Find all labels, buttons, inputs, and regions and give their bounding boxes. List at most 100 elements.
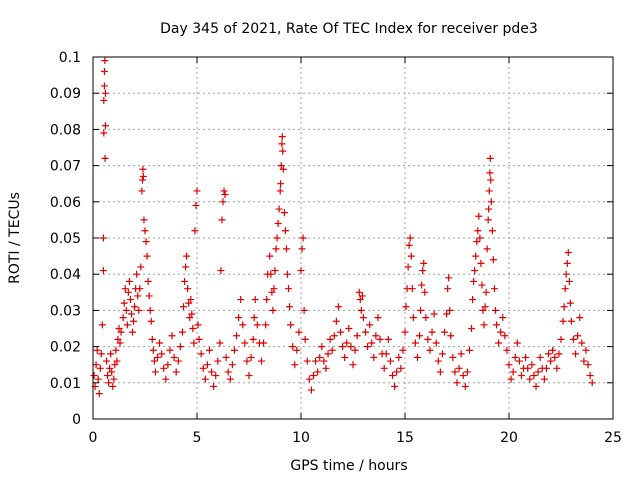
data-point xyxy=(359,314,367,322)
data-point xyxy=(291,361,299,369)
data-point xyxy=(469,296,477,304)
data-point xyxy=(278,140,286,148)
data-point xyxy=(562,270,570,278)
data-point xyxy=(395,353,403,361)
data-point xyxy=(214,357,222,365)
data-point xyxy=(136,285,144,293)
x-tick-label: 10 xyxy=(292,430,310,446)
data-point xyxy=(279,147,287,155)
data-point xyxy=(101,122,109,130)
y-tick-label: 0.02 xyxy=(50,340,81,356)
data-point xyxy=(409,314,417,322)
data-point xyxy=(447,332,455,340)
data-point xyxy=(337,328,345,336)
data-point xyxy=(399,346,407,354)
data-point xyxy=(551,353,559,361)
data-point xyxy=(566,299,574,307)
data-point xyxy=(274,220,282,228)
data-point xyxy=(253,321,261,329)
data-point xyxy=(191,227,199,235)
x-tick-label: 20 xyxy=(500,430,518,446)
data-point xyxy=(370,353,378,361)
data-point xyxy=(97,350,105,358)
data-point xyxy=(178,328,186,336)
data-point xyxy=(560,303,568,311)
y-tick-label: 0.09 xyxy=(50,86,81,102)
data-point xyxy=(101,154,109,162)
data-point xyxy=(293,346,301,354)
data-point xyxy=(493,321,501,329)
data-point xyxy=(257,357,265,365)
data-point xyxy=(432,339,440,347)
data-point xyxy=(517,372,525,380)
data-point xyxy=(235,314,243,322)
data-point xyxy=(353,332,361,340)
x-axis-label: GPS time / hours xyxy=(290,458,407,474)
data-point xyxy=(436,368,444,376)
data-point xyxy=(205,346,213,354)
data-point xyxy=(547,357,555,365)
data-point xyxy=(127,310,135,318)
data-point xyxy=(93,346,101,354)
data-point xyxy=(499,314,507,322)
data-point xyxy=(108,368,116,376)
data-point xyxy=(428,328,436,336)
data-point xyxy=(131,303,139,311)
data-point xyxy=(139,172,147,180)
data-point xyxy=(95,390,103,398)
data-point xyxy=(184,285,192,293)
data-point xyxy=(100,67,108,75)
data-point xyxy=(170,353,178,361)
data-point xyxy=(445,274,453,282)
data-point xyxy=(536,353,544,361)
data-point xyxy=(101,89,109,97)
data-point xyxy=(349,361,357,369)
data-point xyxy=(382,350,390,358)
data-point xyxy=(221,191,229,199)
data-point xyxy=(106,364,114,372)
data-point xyxy=(195,335,203,343)
data-point xyxy=(341,353,349,361)
data-point xyxy=(397,364,405,372)
data-point xyxy=(553,364,561,372)
data-point xyxy=(485,187,493,195)
data-point xyxy=(505,361,513,369)
data-point xyxy=(441,328,449,336)
data-point xyxy=(384,335,392,343)
data-point xyxy=(208,368,216,376)
data-point xyxy=(263,296,271,304)
data-point xyxy=(94,375,102,383)
data-point xyxy=(490,285,498,293)
data-point xyxy=(569,335,577,343)
data-point xyxy=(166,346,174,354)
data-point xyxy=(187,296,195,304)
data-point xyxy=(287,321,295,329)
data-point xyxy=(297,267,305,275)
data-point xyxy=(192,201,200,209)
data-point xyxy=(277,162,285,170)
data-point xyxy=(479,306,487,314)
data-point xyxy=(137,263,145,271)
data-point xyxy=(413,353,421,361)
data-point xyxy=(424,335,432,343)
data-point xyxy=(534,368,542,376)
data-point xyxy=(475,212,483,220)
data-point xyxy=(434,357,442,365)
data-point xyxy=(307,386,315,394)
data-point xyxy=(386,357,394,365)
data-point xyxy=(149,346,157,354)
y-tick-label: 0.01 xyxy=(50,376,81,392)
data-point xyxy=(309,372,317,380)
data-point xyxy=(251,296,259,304)
data-point xyxy=(320,357,328,365)
data-point xyxy=(564,248,572,256)
data-point xyxy=(270,285,278,293)
data-point xyxy=(576,314,584,322)
data-point xyxy=(96,364,104,372)
data-point xyxy=(115,325,123,332)
data-point xyxy=(476,234,484,242)
data-point xyxy=(193,187,201,195)
data-point xyxy=(513,339,521,347)
data-point xyxy=(473,238,481,246)
data-points xyxy=(90,57,596,398)
